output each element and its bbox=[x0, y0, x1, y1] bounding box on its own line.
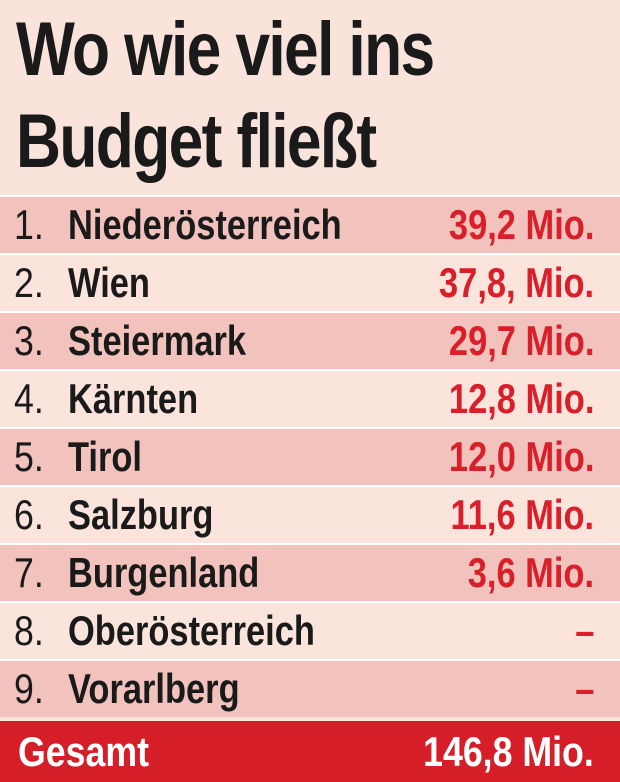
row-state-name: Oberösterreich bbox=[68, 607, 315, 654]
row-budget-value: 12,0 Mio. bbox=[448, 433, 594, 480]
row-state-name: Salzburg bbox=[68, 491, 214, 538]
row-state-name: Steiermark bbox=[68, 317, 247, 364]
title-line-2: Budget fließt bbox=[16, 99, 377, 184]
table-row: 8. Oberösterreich – bbox=[0, 601, 620, 659]
table-row: 5. Tirol 12,0 Mio. bbox=[0, 427, 620, 485]
table-row: 1. Niederösterreich 39,2 Mio. bbox=[0, 195, 620, 253]
row-budget-value: 3,6 Mio. bbox=[467, 549, 594, 596]
row-state-name: Tirol bbox=[68, 433, 142, 480]
table-row: 4. Kärnten 12,8 Mio. bbox=[0, 369, 620, 427]
row-budget-value: – bbox=[574, 665, 594, 712]
row-rank: 7. bbox=[14, 549, 44, 596]
total-label: Gesamt bbox=[18, 728, 149, 775]
row-rank: 6. bbox=[14, 491, 44, 538]
budget-table: 1. Niederösterreich 39,2 Mio. 2. Wien 37,8, M… bbox=[0, 195, 620, 717]
row-rank: 2. bbox=[14, 259, 44, 306]
table-row: 6. Salzburg 11,6 Mio. bbox=[0, 485, 620, 543]
row-rank: 3. bbox=[14, 317, 44, 364]
row-budget-value: 11,6 Mio. bbox=[450, 491, 594, 538]
title-line-1: Wo wie viel ins bbox=[16, 7, 435, 92]
table-row: 7. Burgenland 3,6 Mio. bbox=[0, 543, 620, 601]
table-row: 9. Vorarlberg – bbox=[0, 659, 620, 717]
row-state-name: Kärnten bbox=[68, 375, 199, 422]
row-budget-value: 39,2 Mio. bbox=[448, 201, 594, 248]
row-rank: 4. bbox=[14, 375, 44, 422]
table-row: 2. Wien 37,8, Mio. bbox=[0, 253, 620, 311]
row-budget-value: 29,7 Mio. bbox=[448, 317, 594, 364]
row-state-name: Niederösterreich bbox=[68, 201, 342, 248]
row-state-name: Wien bbox=[68, 259, 150, 306]
row-rank: 1. bbox=[14, 201, 44, 248]
row-rank: 8. bbox=[14, 607, 44, 654]
row-budget-value: 12,8 Mio. bbox=[448, 375, 594, 422]
row-state-name: Burgenland bbox=[68, 549, 260, 596]
row-budget-value: – bbox=[574, 607, 594, 654]
row-rank: 9. bbox=[14, 665, 44, 712]
row-rank: 5. bbox=[14, 433, 44, 480]
row-state-name: Vorarlberg bbox=[68, 665, 240, 712]
chart-title: Wo wie viel ins Budget fließt bbox=[16, 4, 508, 188]
total-value: 146,8 Mio. bbox=[423, 728, 594, 775]
table-row: 3. Steiermark 29,7 Mio. bbox=[0, 311, 620, 369]
total-row: Gesamt 146,8 Mio. bbox=[0, 721, 620, 782]
row-budget-value: 37,8, Mio. bbox=[438, 259, 594, 306]
